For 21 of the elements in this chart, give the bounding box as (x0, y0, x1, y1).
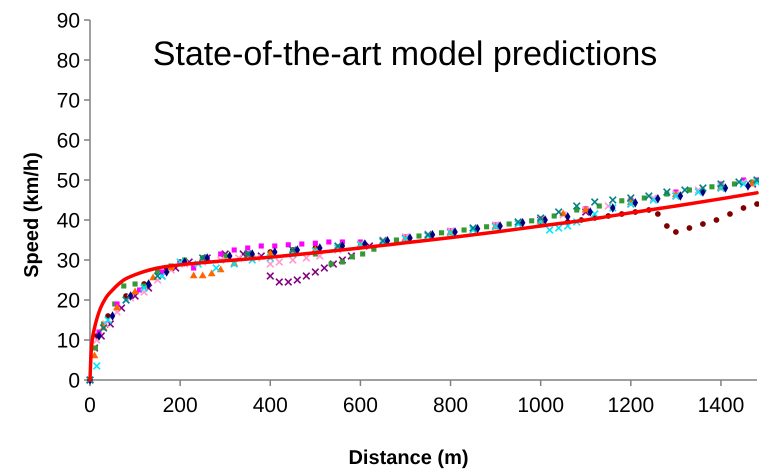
y-tick-label: 0 (68, 369, 80, 392)
x-tick-label: 1200 (607, 394, 654, 417)
x-tick-label: 200 (162, 394, 198, 417)
y-tick-label: 80 (56, 49, 80, 72)
y-tick-label: 70 (56, 89, 80, 112)
x-tick-label: 400 (252, 394, 288, 417)
y-tick-label: 20 (56, 289, 80, 312)
x-tick-label: 1000 (517, 394, 564, 417)
y-tick-label: 90 (56, 9, 80, 32)
y-tick-label: 30 (56, 249, 80, 272)
chart-title: State-of-the-art model predictions (152, 35, 658, 73)
x-axis-title: Distance (m) (348, 447, 469, 469)
y-tick-label: 10 (56, 329, 80, 352)
y-tick-label: 40 (56, 209, 80, 232)
y-tick-label: 60 (56, 129, 80, 152)
x-tick-label: 0 (84, 394, 96, 417)
x-tick-label: 600 (342, 394, 378, 417)
x-tick-label: 1400 (698, 394, 744, 417)
x-tick-label: 800 (433, 394, 468, 417)
y-axis-title: Speed (km/h) (21, 152, 43, 278)
y-tick-label: 50 (56, 169, 80, 192)
